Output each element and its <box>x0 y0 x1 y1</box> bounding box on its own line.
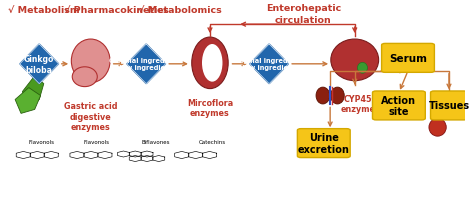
FancyBboxPatch shape <box>373 92 425 120</box>
Ellipse shape <box>330 88 344 104</box>
Text: Action
site: Action site <box>382 95 416 117</box>
Text: Original ingredients
New ingredients: Original ingredients New ingredients <box>232 58 306 71</box>
Ellipse shape <box>357 63 367 74</box>
Ellipse shape <box>72 67 97 87</box>
FancyBboxPatch shape <box>382 44 434 73</box>
Ellipse shape <box>72 40 110 83</box>
Text: Catechins: Catechins <box>199 139 226 144</box>
FancyBboxPatch shape <box>297 129 350 158</box>
FancyBboxPatch shape <box>430 92 467 120</box>
Ellipse shape <box>202 45 222 82</box>
Text: Urine
excretion: Urine excretion <box>298 133 350 154</box>
Text: circulation: circulation <box>275 16 332 25</box>
Text: Biflavones: Biflavones <box>142 139 170 144</box>
Text: Flavonols: Flavonols <box>83 139 109 144</box>
Text: Ginkgo
biloba: Ginkgo biloba <box>24 55 55 74</box>
Text: CYP450
enzymes: CYP450 enzymes <box>340 94 380 113</box>
Polygon shape <box>15 88 41 114</box>
Polygon shape <box>250 45 289 84</box>
Text: Flavonols: Flavonols <box>29 139 55 144</box>
Polygon shape <box>127 45 165 84</box>
Polygon shape <box>20 45 59 84</box>
Text: Gastric acid
digestive
enzymes: Gastric acid digestive enzymes <box>64 102 118 132</box>
Ellipse shape <box>331 40 379 81</box>
Text: Original ingredients
New ingredients: Original ingredients New ingredients <box>109 58 183 71</box>
Text: Serum: Serum <box>389 54 427 64</box>
Text: √ Metabolomics: √ Metabolomics <box>138 6 222 15</box>
Ellipse shape <box>316 88 330 104</box>
Text: Mircoflora
enzymes: Mircoflora enzymes <box>187 98 233 117</box>
Text: √ Metabolism: √ Metabolism <box>8 6 80 15</box>
Polygon shape <box>22 76 44 108</box>
Text: Enterohepatic: Enterohepatic <box>265 4 341 13</box>
Ellipse shape <box>192 38 228 89</box>
Ellipse shape <box>429 119 446 136</box>
Text: √ Pharmacokinetics: √ Pharmacokinetics <box>64 6 169 15</box>
Text: Tissues: Tissues <box>428 101 470 111</box>
